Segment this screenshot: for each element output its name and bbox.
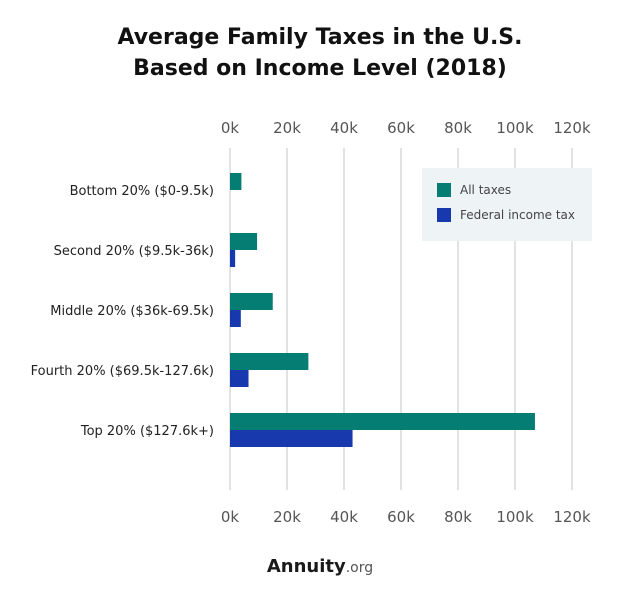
brand-name: Annuity	[266, 556, 346, 577]
x-tick-label-bottom: 60k	[387, 508, 415, 526]
x-tick-label-top: 20k	[273, 119, 301, 137]
category-label: Top 20% ($127.6k+)	[80, 424, 214, 439]
legend-label: All taxes	[460, 183, 511, 197]
category-labels: Bottom 20% ($0-9.5k) Second 20% ($9.5k-36…	[31, 184, 214, 439]
category-label: Fourth 20% ($69.5k-127.6k)	[31, 364, 214, 379]
category-label: Bottom 20% ($0-9.5k)	[70, 184, 214, 199]
bars	[230, 173, 535, 447]
chart-title-line-2: Based on Income Level (2018)	[133, 56, 507, 81]
category-label: Middle 20% ($36k-69.5k)	[50, 304, 214, 319]
bar-all-taxes	[230, 173, 242, 190]
bar-all-taxes	[230, 413, 535, 430]
brand-logo: Annuity.org	[0, 556, 640, 577]
bar-federal-income-tax	[230, 310, 241, 327]
x-axis-top: 0k 20k 40k 60k 80k 100k 120k	[221, 119, 591, 137]
chart-title-line-1: Average Family Taxes in the U.S.	[117, 25, 523, 50]
legend: All taxes Federal income tax	[422, 168, 592, 241]
x-tick-label-top: 120k	[553, 119, 591, 137]
x-tick-label-bottom: 0k	[221, 508, 240, 526]
x-tick-label-top: 100k	[496, 119, 534, 137]
x-axis-bottom: 0k 20k 40k 60k 80k 100k 120k	[221, 508, 591, 526]
bar-all-taxes	[230, 293, 273, 310]
x-tick-label-bottom: 40k	[330, 508, 358, 526]
legend-label: Federal income tax	[460, 208, 575, 222]
category-label: Second 20% ($9.5k-36k)	[54, 244, 214, 259]
bar-federal-income-tax	[230, 430, 353, 447]
legend-swatch	[437, 183, 451, 197]
x-tick-label-bottom: 120k	[553, 508, 591, 526]
bar-federal-income-tax	[230, 370, 249, 387]
x-tick-label-top: 0k	[221, 119, 240, 137]
legend-swatch	[437, 208, 451, 222]
bar-federal-income-tax	[230, 250, 236, 267]
x-tick-label-bottom: 80k	[444, 508, 472, 526]
x-tick-label-top: 40k	[330, 119, 358, 137]
bar-all-taxes	[230, 353, 309, 370]
x-tick-label-bottom: 100k	[496, 508, 534, 526]
legend-box	[422, 168, 592, 241]
x-tick-label-bottom: 20k	[273, 508, 301, 526]
x-tick-label-top: 60k	[387, 119, 415, 137]
brand-suffix: .org	[345, 560, 374, 576]
bar-all-taxes	[230, 233, 258, 250]
x-tick-label-top: 80k	[444, 119, 472, 137]
